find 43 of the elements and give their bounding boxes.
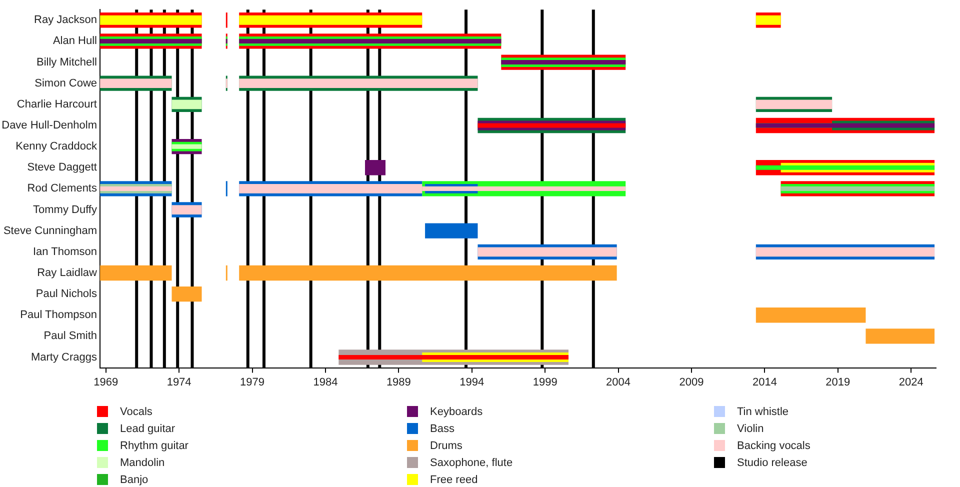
y-tick-label: Ian Thomson (32, 246, 97, 258)
legend-label: Drums (430, 440, 462, 452)
legend-label: Rhythm guitar (120, 440, 188, 452)
x-tick-label: 2024 (898, 376, 924, 388)
x-tick-label: 1979 (240, 376, 265, 388)
y-tick-label: Marty Craggs (30, 351, 98, 364)
y-tick-label: Paul Smith (44, 330, 97, 342)
x-tick-label: 2009 (679, 376, 704, 388)
legend-label: Mandolin (120, 456, 165, 468)
y-tick-label: Alan Hull (52, 35, 97, 48)
y-tick-label: Paul Nichols (36, 288, 98, 300)
y-tick-label: Paul Thompson (20, 309, 97, 322)
y-tick-label: Tommy Duffy (33, 204, 98, 216)
x-tick-label: 2019 (826, 376, 850, 388)
x-tick-label: 1969 (94, 376, 118, 388)
legend-label: Violin (737, 422, 764, 434)
x-tick-label: 2014 (752, 376, 777, 388)
y-tick-label: Kenny Craddock (16, 140, 98, 153)
x-tick-label: 2004 (606, 376, 631, 388)
x-tick-label: 1974 (166, 376, 192, 388)
y-tick-label: Charlie Harcourt (16, 98, 97, 110)
legend-label: Free reed (430, 474, 478, 486)
y-tick-label: Billy Mitchell (36, 56, 97, 68)
y-tick-label: Steve Daggett (27, 162, 97, 174)
legend-label: Banjo (120, 474, 148, 486)
legend-label: Tin whistle (737, 406, 789, 418)
x-tick-label: 1984 (313, 376, 338, 388)
legend-label: Saxophone, flute (430, 456, 513, 468)
x-tick-label: 1999 (532, 376, 558, 388)
y-tick-label: Dave Hull-Denholm (2, 120, 97, 132)
legend-label: Keyboards (430, 406, 483, 418)
y-tick-label: Simon Cowe (34, 77, 97, 90)
legend-label: Studio release (737, 456, 808, 468)
legend-label: Backing vocals (737, 440, 810, 452)
y-tick-label: Ray Laidlaw (37, 267, 98, 280)
x-tick-label: 1989 (386, 376, 411, 388)
y-tick-label: Rod Clements (27, 182, 98, 195)
legend-label: Lead guitar (120, 422, 176, 434)
x-tick-label: 1994 (460, 376, 484, 388)
y-tick-label: Ray Jackson (34, 14, 97, 26)
legend-label: Bass (430, 422, 454, 434)
legend-label: Vocals (120, 406, 152, 418)
y-tick-label: Steve Cunningham (3, 224, 97, 237)
